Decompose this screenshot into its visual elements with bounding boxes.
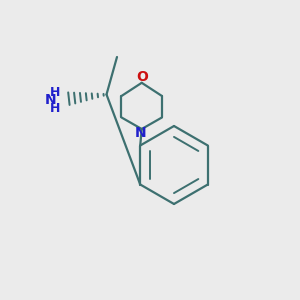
- Text: N: N: [134, 126, 146, 140]
- Text: H: H: [50, 86, 61, 99]
- Text: O: O: [136, 70, 148, 84]
- Text: H: H: [50, 102, 61, 115]
- Text: N: N: [45, 94, 56, 107]
